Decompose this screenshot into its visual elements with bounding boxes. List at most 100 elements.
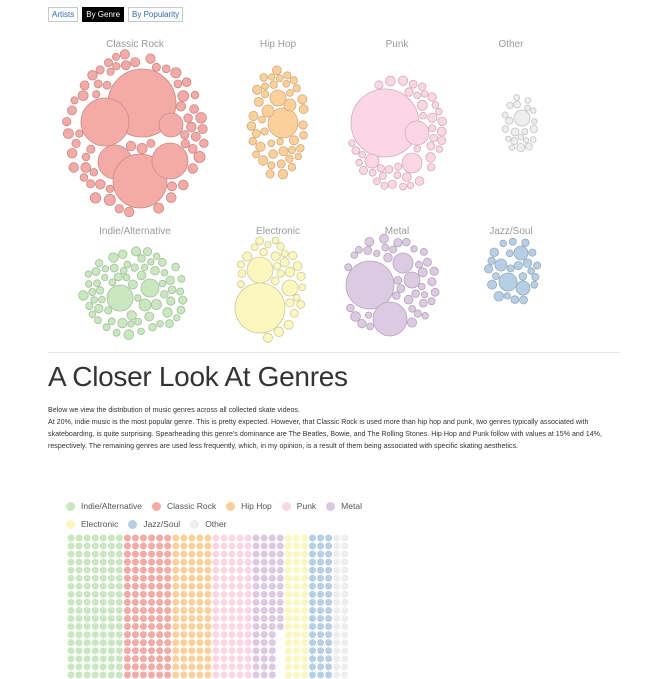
artist-bubble-hip-hop xyxy=(277,168,289,180)
artist-bubble-metal xyxy=(364,237,375,247)
waffle-dot-hip-hop xyxy=(204,534,212,542)
waffle-dot-metal xyxy=(276,590,284,598)
waffle-dot-other xyxy=(341,663,349,671)
waffle-dot-indie-alternative xyxy=(83,647,91,655)
waffle-dot-indie-alternative xyxy=(115,615,123,622)
waffle-dot-metal xyxy=(268,615,276,622)
waffle-dot-punk xyxy=(220,574,228,582)
waffle-dot-other xyxy=(333,582,341,590)
waffle-dot-indie-alternative xyxy=(99,558,107,566)
waffle-dot-classic-rock xyxy=(131,607,139,614)
artist-bubble-metal xyxy=(410,245,418,253)
artist-bubble-indie-alternative xyxy=(112,328,121,337)
waffle-dot-hip-hop xyxy=(188,574,196,582)
artist-bubble-classic-rock xyxy=(195,112,207,124)
artist-bubble-indie-alternative xyxy=(84,280,93,288)
waffle-dot-electronic xyxy=(301,623,308,630)
page-title: A Closer Look At Genres xyxy=(48,361,348,392)
waffle-dot-jazz-soul xyxy=(317,671,325,679)
waffle-dot-indie-alternative xyxy=(75,590,83,598)
waffle-dot-classic-rock xyxy=(139,631,147,639)
waffle-dot-hip-hop xyxy=(204,647,212,655)
waffle-dot-hip-hop xyxy=(196,558,204,566)
waffle-dot-classic-rock xyxy=(164,607,172,614)
article-body: Below we view the distribution of music … xyxy=(48,404,608,452)
waffle-dot-hip-hop xyxy=(188,671,196,679)
waffle-dot-punk xyxy=(212,566,220,574)
artist-bubble-hip-hop xyxy=(251,129,261,138)
artist-bubble-metal xyxy=(393,275,403,285)
legend-item-other: Other xyxy=(190,519,226,529)
waffle-dot-hip-hop xyxy=(180,615,188,622)
waffle-dot-jazz-soul xyxy=(309,671,316,679)
artist-bubble-jazz-soul xyxy=(531,272,540,281)
waffle-dot-hip-hop xyxy=(204,655,212,663)
artist-bubble-classic-rock xyxy=(95,65,105,75)
tab-artists[interactable]: Artists xyxy=(48,7,79,22)
waffle-dot-metal xyxy=(252,607,260,614)
waffle-dot-classic-rock xyxy=(123,623,131,630)
waffle-dot-punk xyxy=(244,582,252,590)
artist-bubble-indie-alternative xyxy=(117,317,128,329)
waffle-dot-indie-alternative xyxy=(107,623,115,630)
waffle-dot-hip-hop xyxy=(180,647,188,655)
waffle-dot-classic-rock xyxy=(156,615,164,622)
waffle-dot-classic-rock xyxy=(139,598,147,606)
legend-dot-icon xyxy=(281,501,291,511)
waffle-dot-jazz-soul xyxy=(309,550,316,558)
waffle-dot-electronic xyxy=(292,550,300,558)
waffle-dot-other xyxy=(333,655,341,663)
waffle-dot-hip-hop xyxy=(188,615,196,622)
waffle-dot-metal xyxy=(260,590,268,598)
waffle-dot-classic-rock xyxy=(123,639,131,647)
artist-bubble-hip-hop xyxy=(292,84,301,93)
waffle-dot-punk xyxy=(220,631,228,639)
waffle-dot-classic-rock xyxy=(139,639,147,647)
waffle-dot-punk xyxy=(244,623,252,630)
waffle-dot-indie-alternative xyxy=(99,582,107,590)
waffle-dot-indie-alternative xyxy=(115,671,123,679)
artist-bubble-punk xyxy=(435,145,443,153)
waffle-dot-indie-alternative xyxy=(91,655,99,663)
waffle-dot-punk xyxy=(212,647,220,655)
waffle-dot-hip-hop xyxy=(188,566,196,574)
waffle-dot-jazz-soul xyxy=(309,534,316,542)
artist-bubble-other xyxy=(513,94,520,101)
waffle-dot-hip-hop xyxy=(188,590,196,598)
artist-bubble-indie-alternative xyxy=(165,319,174,328)
waffle-dot-metal xyxy=(268,590,276,598)
artist-bubble-indie-alternative xyxy=(150,266,160,276)
waffle-dot-electronic xyxy=(301,607,308,614)
artist-bubble-metal xyxy=(396,284,406,293)
waffle-dot-punk xyxy=(236,582,244,590)
waffle-dot-indie-alternative xyxy=(67,623,75,630)
waffle-dot-classic-rock xyxy=(131,590,139,598)
waffle-dot-jazz-soul xyxy=(317,534,325,542)
artist-bubble-hip-hop xyxy=(258,155,269,166)
artist-bubble-electronic xyxy=(259,247,268,257)
artist-bubble-classic-rock xyxy=(79,173,89,182)
waffle-dot-indie-alternative xyxy=(107,574,115,582)
waffle-dot-electronic xyxy=(284,647,292,655)
artist-bubble-indie-alternative xyxy=(178,295,188,305)
waffle-dot-punk xyxy=(244,574,252,582)
waffle-dot-hip-hop xyxy=(196,631,204,639)
waffle-dot-punk xyxy=(220,558,228,566)
waffle-dot-indie-alternative xyxy=(91,598,99,606)
tab-by-genre[interactable]: By Genre xyxy=(82,7,125,22)
waffle-dot-jazz-soul xyxy=(325,534,333,542)
waffle-dot-jazz-soul xyxy=(317,663,325,671)
artist-bubble-classic-rock xyxy=(93,79,103,89)
waffle-dot-classic-rock xyxy=(131,663,139,671)
waffle-dot-indie-alternative xyxy=(115,574,123,582)
waffle-dot-electronic xyxy=(292,623,300,630)
waffle-dot-hip-hop xyxy=(196,663,204,671)
genre-title-other: Other xyxy=(498,39,524,50)
tab-by-popularity[interactable]: By Popularity xyxy=(128,7,184,22)
artist-bubble-indie-alternative xyxy=(177,274,186,283)
waffle-dot-punk xyxy=(244,542,252,550)
waffle-dot-punk xyxy=(244,558,252,566)
waffle-dot-punk xyxy=(244,534,252,542)
artist-bubble-punk xyxy=(429,133,439,143)
artist-bubble-jazz-soul xyxy=(515,280,531,296)
